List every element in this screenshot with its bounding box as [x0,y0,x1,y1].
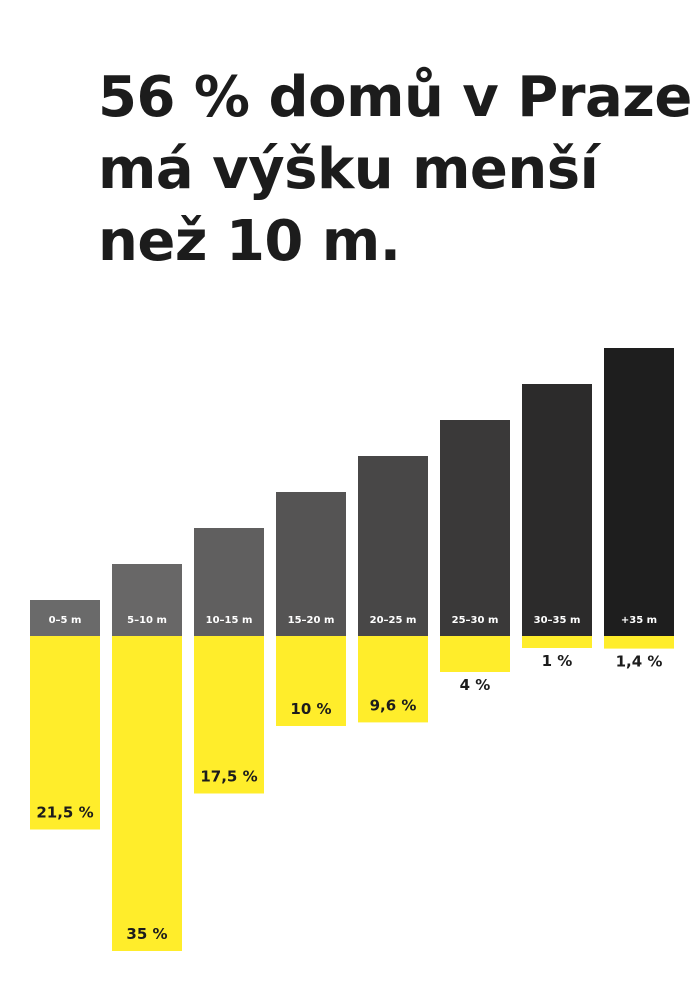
value-label: 1 % [542,652,573,670]
height-column-6 [522,384,592,636]
height-column-0 [30,600,100,636]
height-column-5 [440,420,510,636]
title-line-3: než 10 m. [98,209,401,274]
height-column-1 [112,564,182,636]
category-label: +35 m [621,615,657,626]
title-line-1: 56 % domů v Praze [98,65,692,130]
value-bar [30,636,100,830]
category-label: 25–30 m [452,615,499,626]
height-column-4 [358,456,428,636]
category-label: 15–20 m [288,615,335,626]
value-label: 1,4 % [616,653,663,671]
value-label: 4 % [460,676,491,694]
height-column-7 [604,348,674,636]
category-label: 30–35 m [534,615,581,626]
value-label: 35 % [126,925,167,943]
value-bar [604,636,674,649]
value-label: 9,6 % [370,696,417,714]
title-line-2: má výšku menší [98,137,599,202]
value-bar [358,636,428,723]
value-label: 17,5 % [200,768,257,786]
value-label: 21,5 % [36,804,93,822]
chart-title: 56 % domů v Praze má výšku menší než 10 … [98,62,692,278]
category-label: 10–15 m [206,615,253,626]
value-bar [440,636,510,672]
height-column-3 [276,492,346,636]
category-label: 5–10 m [127,615,167,626]
value-bar [194,636,264,794]
value-bar [276,636,346,726]
height-column-2 [194,528,264,636]
value-label: 10 % [290,700,331,718]
category-label: 0–5 m [49,615,82,626]
value-bar [522,636,592,648]
category-label: 20–25 m [370,615,417,626]
value-bar [112,636,182,951]
